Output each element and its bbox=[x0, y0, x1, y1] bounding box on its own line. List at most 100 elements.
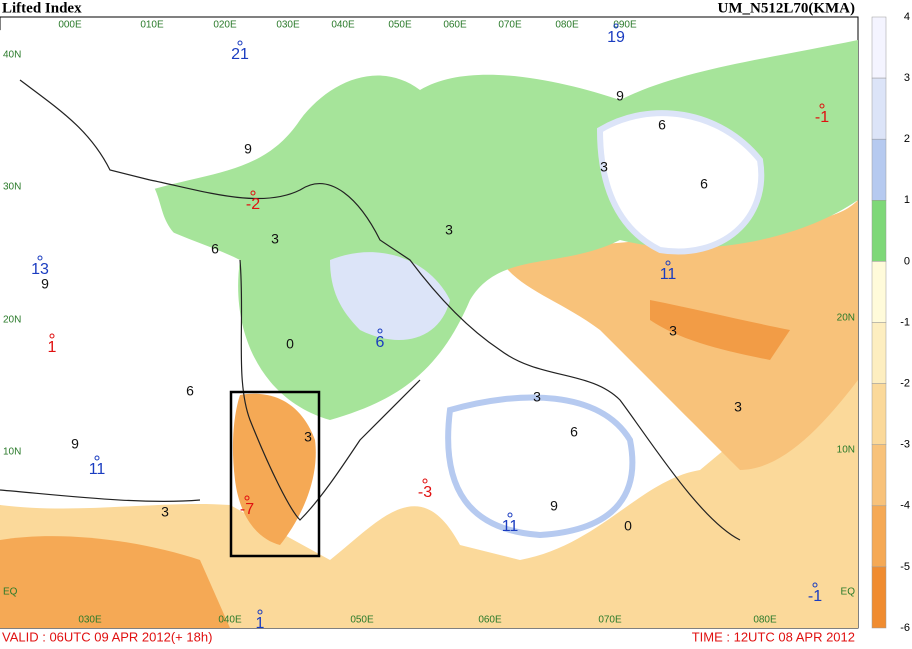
center-marker bbox=[507, 512, 513, 518]
colorbar-swatch bbox=[871, 322, 887, 384]
center-marker bbox=[812, 582, 818, 588]
lon-label: 080E bbox=[555, 20, 579, 31]
contour-label: 3 bbox=[533, 389, 541, 405]
source: UM_N512L70(KMA) bbox=[718, 0, 855, 16]
contour-label: 3 bbox=[445, 222, 453, 238]
shading bbox=[445, 394, 636, 539]
highlight-box bbox=[229, 390, 321, 558]
shading bbox=[330, 252, 450, 340]
center-marker bbox=[819, 103, 825, 109]
lon-label: 030E bbox=[276, 20, 300, 31]
valid-time: VALID : 06UTC 09 APR 2012(+ 18h) bbox=[2, 629, 212, 644]
center-marker bbox=[257, 609, 263, 615]
contour-label: 9 bbox=[41, 276, 49, 292]
center-marker bbox=[250, 190, 256, 196]
colorbar-swatch bbox=[871, 566, 887, 629]
center-value: -1 bbox=[815, 109, 829, 126]
lon-label: 020E bbox=[213, 20, 237, 31]
colorbar-label: 0 bbox=[904, 255, 910, 267]
center-marker bbox=[237, 40, 243, 46]
contour-label: 3 bbox=[161, 504, 169, 520]
shading bbox=[0, 536, 230, 628]
contour-label: 3 bbox=[304, 429, 312, 445]
contour-label: 3 bbox=[734, 399, 742, 415]
center-value: -3 bbox=[418, 484, 432, 501]
contour-label: 6 bbox=[658, 117, 666, 133]
center-marker bbox=[37, 255, 43, 261]
shading bbox=[0, 250, 858, 628]
lon-label: 010E bbox=[140, 20, 164, 31]
colorbar-swatch bbox=[871, 200, 887, 262]
contour-label: 6 bbox=[186, 383, 194, 399]
lat-label: 10N bbox=[3, 447, 21, 458]
contour-label: 6 bbox=[211, 241, 219, 257]
shading bbox=[650, 300, 790, 360]
contour-label: 0 bbox=[624, 518, 632, 534]
lat-label: 20N bbox=[837, 313, 855, 324]
contour-label: 6 bbox=[570, 424, 578, 440]
center-marker bbox=[422, 478, 428, 484]
lat-label: 30N bbox=[3, 182, 21, 193]
lon-label: 040E bbox=[331, 20, 355, 31]
lon-label: 060E bbox=[478, 615, 502, 626]
contour-label: 9 bbox=[616, 88, 624, 104]
center-value: 19 bbox=[607, 29, 625, 46]
center-value: 11 bbox=[502, 518, 519, 535]
lon-label: 090E bbox=[613, 20, 637, 31]
shading bbox=[596, 110, 765, 255]
contour-label: 3 bbox=[669, 323, 677, 339]
lon-label: 030E bbox=[78, 615, 102, 626]
colorbar-label: -6 bbox=[900, 622, 910, 634]
center-value: 1 bbox=[48, 339, 57, 356]
lon-label: 000E bbox=[58, 20, 82, 31]
colorbar-label: -3 bbox=[900, 439, 910, 451]
colorbar-swatch bbox=[871, 505, 887, 568]
center-marker bbox=[244, 495, 250, 501]
contour-label: 6 bbox=[700, 176, 708, 192]
map-field bbox=[0, 16, 859, 629]
center-marker bbox=[377, 328, 383, 334]
center-value: 11 bbox=[660, 266, 677, 283]
contour-label: 3 bbox=[600, 159, 608, 175]
contour-label: 0 bbox=[286, 336, 294, 352]
center-value: 21 bbox=[231, 46, 249, 63]
colorbar-label: -4 bbox=[900, 500, 910, 512]
center-value: -2 bbox=[246, 196, 260, 213]
colorbar-swatch bbox=[871, 16, 887, 79]
center-marker bbox=[49, 333, 55, 339]
lon-label: 070E bbox=[598, 615, 622, 626]
init-time: TIME : 12UTC 08 APR 2012 bbox=[692, 629, 855, 644]
lon-label: 070E bbox=[498, 20, 522, 31]
lat-label: 20N bbox=[3, 315, 21, 326]
colorbar-swatch bbox=[871, 383, 887, 445]
lon-label: 050E bbox=[350, 615, 374, 626]
colorbar-label: -5 bbox=[900, 561, 910, 573]
colorbar-label: 4 bbox=[904, 11, 910, 23]
lat-label: 40N bbox=[3, 50, 21, 61]
colorbar-swatch bbox=[871, 138, 887, 201]
coastlines bbox=[0, 79, 741, 541]
colorbar-label: 2 bbox=[904, 133, 910, 145]
center-value: 1 bbox=[256, 615, 265, 632]
lat-label: EQ bbox=[3, 587, 18, 598]
title: Lifted Index bbox=[2, 0, 82, 16]
colorbar-label: 1 bbox=[904, 194, 910, 206]
contour-label: 9 bbox=[550, 498, 558, 514]
colorbar-swatch bbox=[871, 77, 887, 140]
center-marker bbox=[665, 260, 671, 266]
center-value: 11 bbox=[89, 461, 106, 478]
colorbar-swatch bbox=[871, 444, 887, 507]
center-marker bbox=[613, 23, 619, 29]
lon-label: 080E bbox=[753, 615, 777, 626]
contour-label: 9 bbox=[244, 141, 252, 157]
contour-label: 9 bbox=[71, 436, 79, 452]
colorbar-label: -2 bbox=[900, 378, 910, 390]
contour-label: 3 bbox=[271, 231, 279, 247]
lat-label: 10N bbox=[837, 445, 855, 456]
shading bbox=[0, 30, 235, 505]
lon-label: 050E bbox=[388, 20, 412, 31]
lat-label: EQ bbox=[841, 587, 856, 598]
center-value: 13 bbox=[31, 261, 49, 278]
colorbar-label: 3 bbox=[904, 72, 910, 84]
